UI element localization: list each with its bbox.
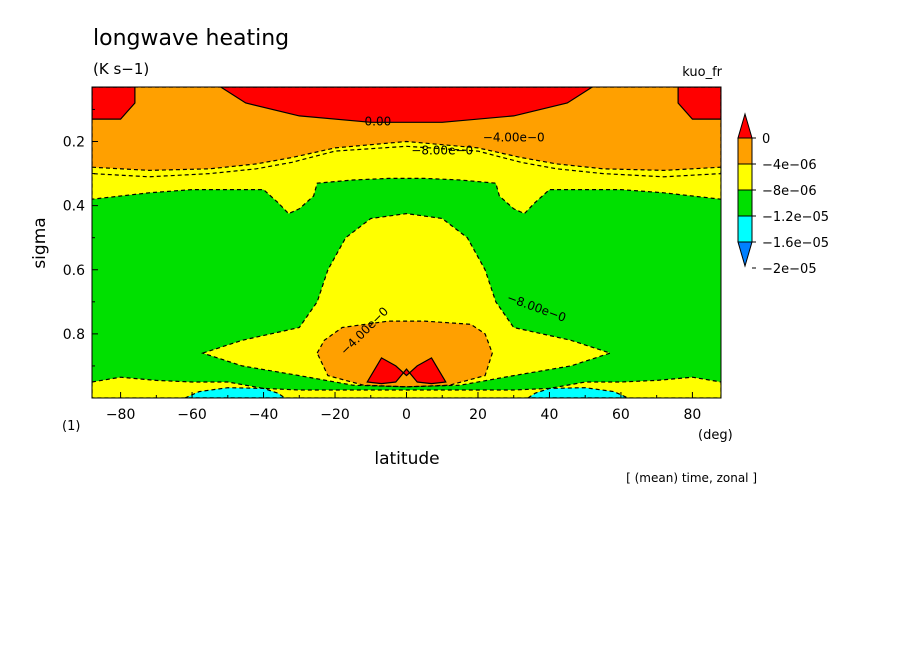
x-tick-label: 0 — [402, 407, 411, 423]
colorbar-swatch — [737, 189, 753, 217]
contour-line-0 — [92, 87, 721, 178]
contour-line-8 — [92, 376, 721, 398]
contour-fill-red-2 — [92, 87, 135, 120]
contour-line-1 — [92, 140, 721, 215]
x-axis: −80 −60 −40 −20 0 20 40 60 80 — [106, 392, 701, 423]
contour-fill-orange-0 — [92, 87, 721, 177]
colorbar-label: −2e−05 — [762, 262, 817, 277]
colorbar-swatch — [737, 137, 753, 165]
x-unit-label: (deg) — [698, 428, 733, 443]
colorbar-top-arrow — [737, 112, 753, 139]
x-tick-label: −20 — [320, 407, 350, 423]
footnote-label: (1) — [62, 419, 80, 434]
contour-line-2 — [92, 87, 136, 120]
y-tick-label: 0.2 — [63, 135, 85, 151]
x-tick-label: −60 — [177, 407, 207, 423]
y-tick-label: 0.6 — [63, 263, 85, 279]
y-axis-title: sigma — [30, 217, 50, 268]
contour-lines — [92, 87, 721, 398]
contour-line-6 — [316, 320, 493, 388]
contour-line-7 — [366, 357, 447, 385]
colorbar-swatch — [737, 215, 753, 243]
colorbar-label: −4e−06 — [762, 158, 817, 173]
colorbar: 0 −4e−06 −8e−06 −1.2e−05 −1.6e−05 −2e−05 — [737, 112, 829, 277]
contour-label-0: 0.00 — [365, 114, 392, 128]
contour-line-3 — [677, 87, 721, 120]
colorbar-swatch — [737, 163, 753, 191]
contour-fill-yellow-1 — [92, 141, 721, 214]
contour-fill-red-3 — [678, 87, 721, 120]
x-tick-label: −40 — [249, 407, 279, 423]
averaging-note: [ (mean) time, zonal ] — [626, 471, 757, 485]
colorbar-label: 0 — [762, 132, 770, 147]
x-axis-title: latitude — [374, 449, 439, 469]
contour-fills — [92, 87, 721, 398]
colorbar-bottom-arrow — [737, 241, 753, 268]
x-tick-label: 60 — [612, 407, 630, 423]
y-axis: 0.2 0.4 0.6 0.8 — [63, 108, 98, 399]
x-tick-label: −80 — [106, 407, 136, 423]
y-tick-label: 0.8 — [63, 327, 85, 343]
colorbar-label: −8e−06 — [762, 184, 817, 199]
contour-line-9 — [184, 387, 287, 398]
y-tick-label: 0.4 — [63, 199, 85, 215]
contour-label-2: −8.00e−0 — [411, 143, 473, 157]
colorbar-label: −1.6e−05 — [762, 236, 829, 251]
contour-fill-cyan-9 — [184, 387, 285, 398]
colorbar-label: −1.2e−05 — [762, 210, 829, 225]
contour-line-4 — [219, 87, 594, 123]
x-tick-label: 40 — [541, 407, 559, 423]
contour-fill-red-7 — [367, 357, 446, 384]
contour-fill-orange-6 — [317, 321, 493, 387]
x-tick-label: 80 — [683, 407, 701, 423]
contour-line-10 — [526, 387, 629, 398]
contour-fill-red-4 — [220, 87, 593, 123]
contour-label-1: −4.00e−0 — [483, 131, 545, 145]
contour-fill-yellow-5 — [202, 213, 611, 387]
experiment-label: kuo_fr — [682, 65, 722, 80]
units-label: (K s−1) — [93, 60, 149, 78]
x-tick-label: 20 — [469, 407, 487, 423]
figure-title: longwave heating — [93, 26, 289, 51]
